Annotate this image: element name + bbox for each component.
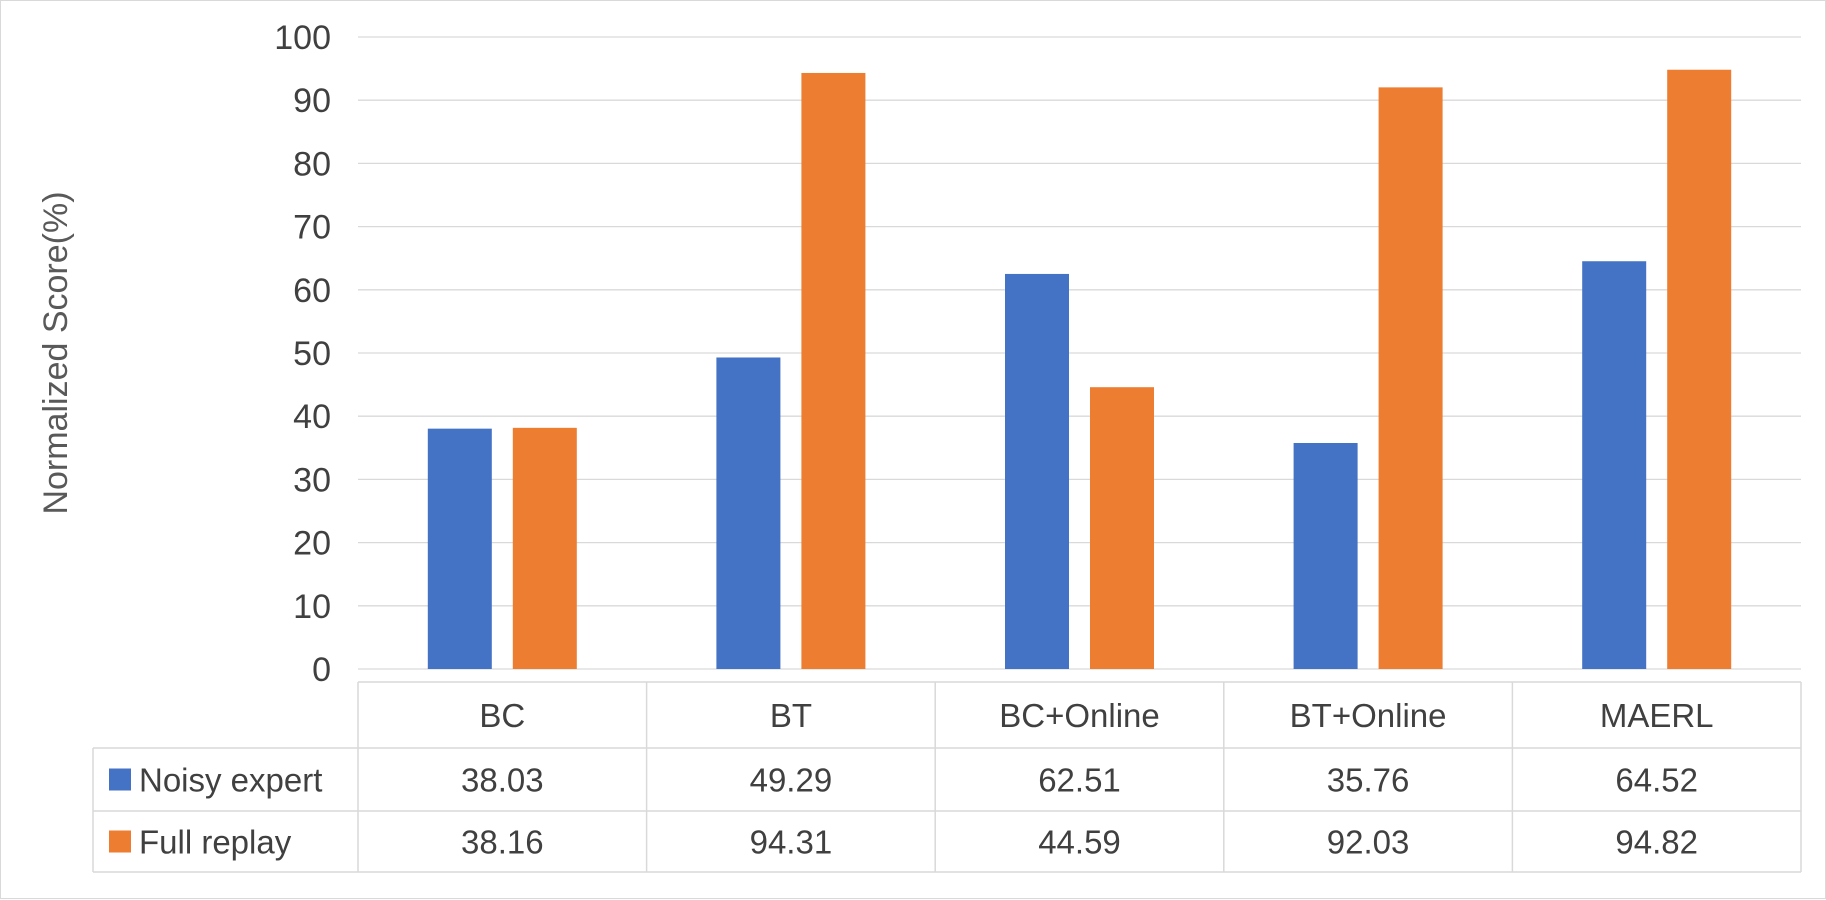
y-tick-label: 50: [293, 335, 331, 373]
data-label: 94.31: [750, 824, 833, 861]
y-tick-label: 70: [293, 209, 331, 247]
bar-noisy-expert-maerl: [1582, 261, 1647, 669]
data-label: 38.03: [461, 762, 544, 799]
y-axis-title: Normalized Score(%): [37, 191, 75, 514]
data-table: BC BT BC+Online BT+Online MAERL Noisy expert 3…: [92, 681, 1802, 873]
y-axis-ticks: 0 10 20 30 40 50 60 70 80 90 100: [274, 19, 331, 689]
gridlines: [358, 36, 1801, 670]
bars: [427, 69, 1732, 669]
bar-full-replay-bc: [512, 427, 577, 669]
legend-label: Full replay: [139, 824, 292, 861]
category-label: MAERL: [1600, 697, 1714, 734]
bar-noisy-expert-bt-online: [1293, 442, 1358, 669]
data-label: 49.29: [750, 762, 833, 799]
bar-full-replay-maerl: [1667, 69, 1732, 669]
data-label: 62.51: [1038, 762, 1121, 799]
category-label: BC+Online: [999, 697, 1160, 734]
legend-key: [109, 768, 131, 791]
bar-full-replay-bc-online: [1090, 387, 1154, 669]
bar-noisy-expert-bc: [427, 428, 492, 669]
data-label: 64.52: [1615, 762, 1698, 799]
y-tick-label: 30: [293, 461, 331, 499]
bar-full-replay-bt: [801, 72, 866, 669]
bar-full-replay-bt-online: [1378, 87, 1443, 669]
y-tick-label: 90: [293, 82, 331, 120]
legend-label: Noisy expert: [139, 762, 322, 799]
data-label: 94.82: [1615, 824, 1698, 861]
bar-noisy-expert-bc-online: [1005, 273, 1069, 669]
y-tick-label: 10: [293, 588, 331, 626]
y-tick-label: 100: [274, 19, 331, 57]
legend-key: [109, 830, 131, 853]
bar-noisy-expert-bt: [716, 357, 781, 669]
y-tick-label: 20: [293, 525, 331, 563]
data-label: 35.76: [1327, 762, 1410, 799]
category-label: BT+Online: [1290, 697, 1447, 734]
data-label: 38.16: [461, 824, 544, 861]
y-tick-label: 60: [293, 272, 331, 310]
category-label: BT: [770, 697, 812, 734]
data-label: 92.03: [1327, 824, 1410, 861]
category-label: BC: [479, 697, 525, 734]
y-tick-label: 40: [293, 398, 331, 436]
y-tick-label: 0: [312, 651, 331, 689]
y-tick-label: 80: [293, 145, 331, 183]
data-label: 44.59: [1038, 824, 1121, 861]
